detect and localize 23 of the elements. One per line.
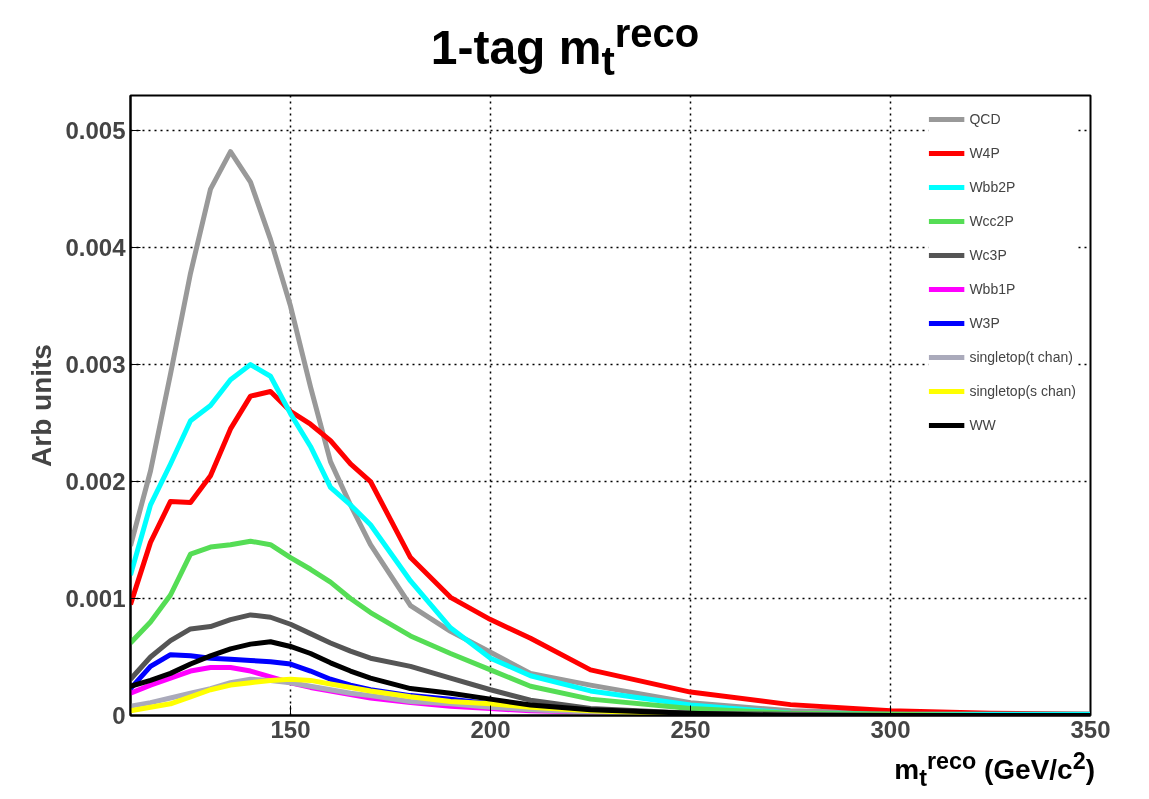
x-tick-label: 150 (270, 715, 311, 743)
y-tick-label: 0.005 (65, 117, 126, 145)
legend-label: Wcc2P (969, 213, 1014, 229)
x-tick-label: 300 (870, 715, 911, 743)
y-tick-label: 0 (112, 702, 126, 729)
y-tick-label: 0.001 (65, 585, 126, 613)
x-axis-title: m$_{t}$$^{reco}$ (GeV/c$^{2}$) (893, 747, 1095, 793)
y-axis-title: Arb units (26, 344, 58, 467)
legend-label: W4P (969, 145, 1000, 161)
y-tick-label: 0.002 (65, 468, 126, 496)
legend-label: WW (969, 417, 996, 433)
x-tick-label: 250 (670, 715, 711, 743)
x-tick-label: 200 (470, 715, 511, 743)
legend-label: Wc3P (969, 247, 1007, 263)
x-tick-label: 350 (1070, 715, 1111, 743)
legend-label: W3P (969, 315, 1000, 331)
y-tick-label: 0.003 (65, 351, 126, 379)
y-tick-label: 0.004 (65, 234, 127, 262)
legend-label: singletop(s chan) (969, 383, 1076, 399)
legend-label: Wbb1P (969, 281, 1016, 297)
legend-label: Wbb2P (969, 179, 1016, 195)
legend-label: singletop(t chan) (969, 349, 1073, 365)
legend-label: QCD (969, 111, 1001, 127)
